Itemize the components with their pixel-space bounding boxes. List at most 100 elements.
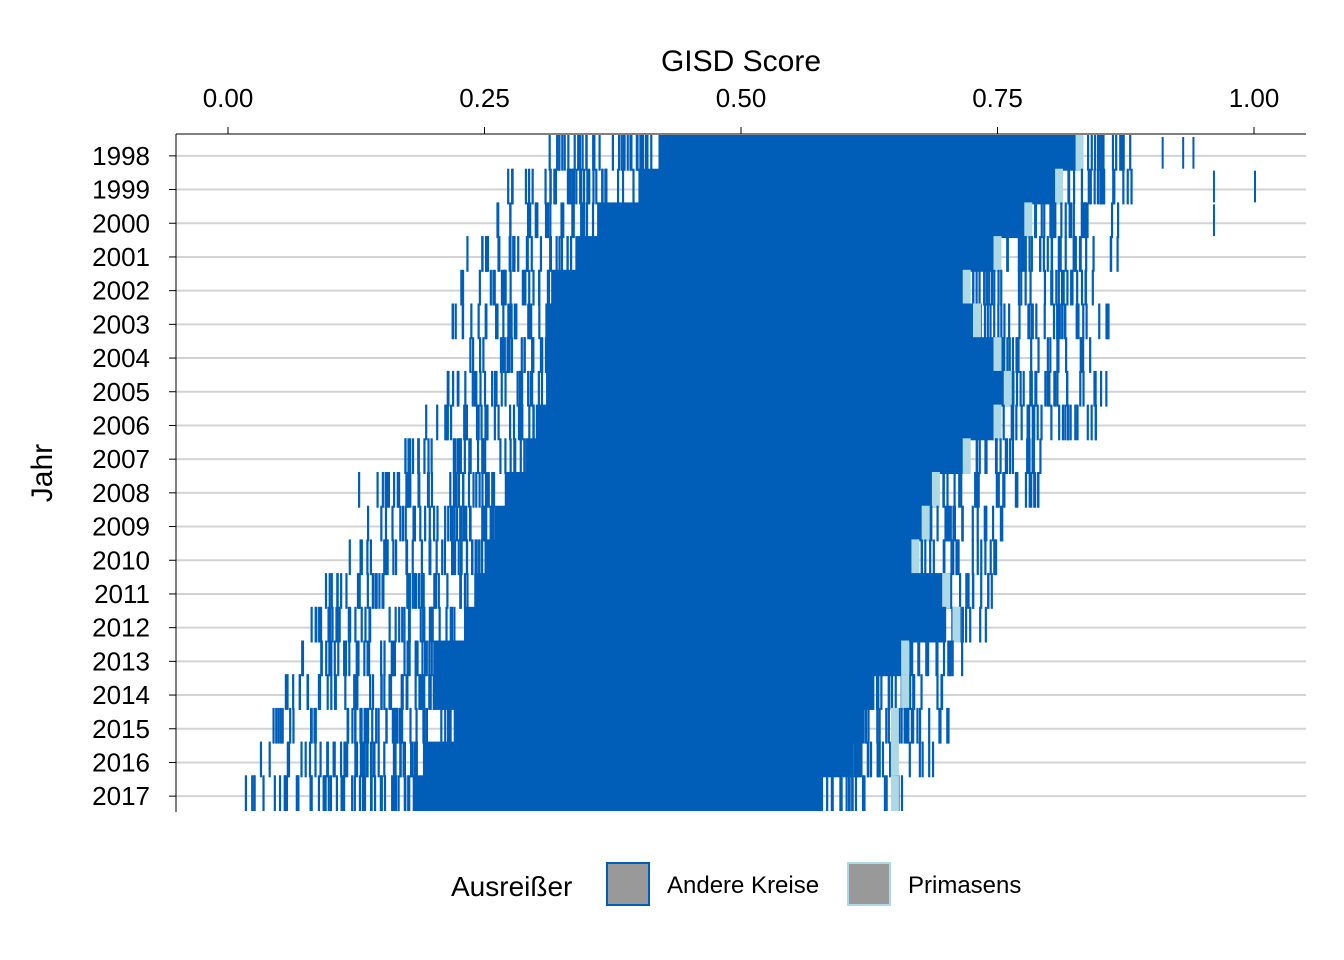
strip-line-2015 xyxy=(444,707,447,744)
strip-line-2015 xyxy=(449,707,452,744)
strip-line-2012 xyxy=(449,606,452,643)
strip-line-2017 xyxy=(353,775,356,811)
strip-line-2012 xyxy=(430,606,433,643)
strip-line-2001 xyxy=(498,236,501,272)
strip-line-2006 xyxy=(1033,404,1036,441)
strip-line-2002 xyxy=(985,269,989,306)
strip-line-2008 xyxy=(946,472,949,508)
strip-line-2006 xyxy=(446,404,449,441)
strip-line-2006 xyxy=(1002,404,1005,441)
strip-line-2012 xyxy=(969,606,972,643)
strip-line-2003 xyxy=(502,303,505,340)
strip-line-2017 xyxy=(253,775,256,811)
strip-line-2005 xyxy=(527,370,530,407)
strip-line-2007 xyxy=(482,438,485,474)
strip-line-2010 xyxy=(435,539,438,576)
strip-line-2016 xyxy=(359,741,362,778)
strip-line-2004 xyxy=(478,337,482,373)
strip-line-2017 xyxy=(391,775,394,811)
strip-line-2017 xyxy=(826,775,829,811)
strip-line-2001 xyxy=(1072,236,1075,272)
strip-line-2003 xyxy=(1058,303,1061,340)
strip-line-2005 xyxy=(537,370,540,407)
strip-line-2015 xyxy=(277,707,280,744)
strip-line-2010 xyxy=(984,539,987,576)
strip-line-2008 xyxy=(454,472,458,508)
strip-line-2009 xyxy=(489,505,492,542)
strip-line-2001 xyxy=(1050,236,1054,272)
primasens-mark-2016 xyxy=(890,741,899,778)
strip-line-2013 xyxy=(428,640,431,677)
strip-line-2013 xyxy=(935,640,938,677)
strip-line-2012 xyxy=(349,606,352,643)
strip-line-1998 xyxy=(558,135,561,171)
strip-line-2000 xyxy=(1043,202,1046,239)
primasens-mark-1999 xyxy=(1055,168,1064,205)
strip-line-2004 xyxy=(469,337,472,373)
strip-line-1999 xyxy=(1089,168,1092,205)
strip-line-2000 xyxy=(1086,202,1089,239)
strip-line-2009 xyxy=(976,505,979,542)
strip-line-2013 xyxy=(909,640,912,677)
strip-line-1998 xyxy=(585,135,588,171)
strip-line-2005 xyxy=(483,370,487,407)
strip-line-2017 xyxy=(839,775,842,811)
strip-line-2010 xyxy=(392,539,395,576)
strip-line-2003 xyxy=(1098,303,1101,340)
strip-line-1999 xyxy=(507,168,510,205)
strip-line-2006 xyxy=(1036,404,1039,441)
strip-line-2015 xyxy=(440,707,443,744)
strip-line-2016 xyxy=(415,741,418,778)
strip-line-2009 xyxy=(444,505,447,542)
strip-line-2014 xyxy=(936,674,939,710)
strip-line-2015 xyxy=(885,707,888,744)
strip-line-1998 xyxy=(1090,135,1093,171)
strip-line-2007 xyxy=(404,438,407,474)
strip-line-2004 xyxy=(539,337,543,373)
strip-line-2010 xyxy=(993,539,996,576)
strip-line-2011 xyxy=(967,573,970,609)
strip-line-2002 xyxy=(1057,269,1060,306)
y-tick-label-2002: 2002 xyxy=(92,276,150,306)
strip-line-1999 xyxy=(566,168,570,205)
strip-line-2010 xyxy=(955,539,958,576)
strip-line-2005 xyxy=(516,370,519,407)
x-ticks: 0.00 0.25 0.50 0.75 1.00 xyxy=(203,83,1279,134)
strip-line-2006 xyxy=(444,404,447,441)
strip-line-1999 xyxy=(575,168,578,205)
strip-line-2007 xyxy=(1011,438,1015,474)
strip-line-2016 xyxy=(856,741,859,778)
strip-line-2016 xyxy=(411,741,414,778)
strip-line-2007 xyxy=(509,438,512,474)
strip-line-1999 xyxy=(582,168,586,205)
strip-line-2013 xyxy=(367,640,371,677)
strip-line-2004 xyxy=(482,337,485,373)
strip-line-2008 xyxy=(449,472,452,508)
strip-line-2001 xyxy=(1092,236,1095,272)
strip-line-2005 xyxy=(500,370,503,407)
strip-line-2014 xyxy=(429,674,432,710)
strip-line-2016 xyxy=(332,741,335,778)
strip-line-2000 xyxy=(1040,202,1043,239)
strip-line-2003 xyxy=(989,303,992,340)
strip-line-2000 xyxy=(1054,202,1057,239)
strip-line-2017 xyxy=(327,775,330,811)
strip-line-2003 xyxy=(545,303,548,340)
strip-line-2014 xyxy=(421,674,424,710)
strip-line-2013 xyxy=(333,640,336,677)
strip-line-1998 xyxy=(1129,135,1132,171)
strip-line-2013 xyxy=(948,640,951,677)
strip-line-2009 xyxy=(404,505,407,542)
strip-line-2010 xyxy=(460,539,463,576)
strip-line-2002 xyxy=(551,269,554,306)
strip-line-2011 xyxy=(378,573,381,609)
strip-line-2008 xyxy=(1016,472,1019,508)
strip-line-2008 xyxy=(1030,472,1033,508)
strip-line-2003 xyxy=(1085,303,1088,340)
strip-line-2003 xyxy=(508,303,512,340)
strip-line-2014 xyxy=(920,674,923,710)
strip-line-2010 xyxy=(474,539,477,576)
strip-line-1999 xyxy=(621,168,625,205)
strip-line-2012 xyxy=(453,606,456,643)
strip-line-2006 xyxy=(1040,404,1043,441)
